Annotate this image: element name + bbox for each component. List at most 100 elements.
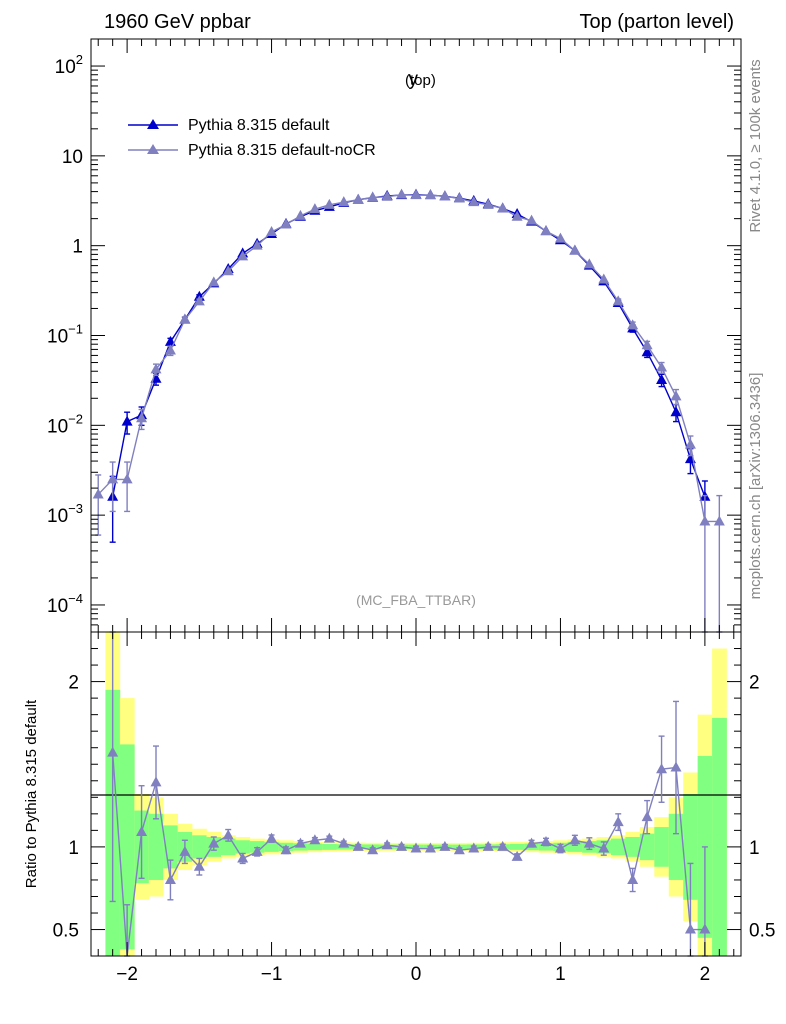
- uncertainty-band-inner: [712, 717, 727, 956]
- ratio-data-point: [482, 840, 494, 851]
- y-tick-label: 102: [55, 52, 83, 78]
- data-point: [424, 189, 436, 200]
- mcplots-label: mcplots.cern.ch [arXiv:1306.3436]: [747, 373, 764, 600]
- ratio-data-point: [396, 840, 408, 851]
- y-tick-label: 10−2: [47, 411, 83, 437]
- ratio-data-point: [367, 844, 379, 855]
- ratio-series-nocr: [107, 631, 711, 957]
- y-tick-label: 10−1: [47, 322, 83, 348]
- data-point: [410, 189, 422, 200]
- header-left: 1960 GeV ppbar: [104, 11, 251, 33]
- series-nocr: [92, 188, 725, 633]
- uncertainty-band-inner: [322, 843, 337, 850]
- data-point: [251, 239, 263, 250]
- ratio-data-point: [641, 811, 653, 822]
- data-point: [453, 192, 465, 203]
- ratio-y-tick-label: 0.5: [53, 921, 79, 942]
- ratio-y-tick-label-right: 2: [749, 673, 760, 694]
- uncertainty-band-inner: [235, 840, 251, 854]
- data-point: [121, 473, 133, 484]
- analysis-watermark: (MC_FBA_TTBAR): [356, 592, 476, 608]
- ratio-data-point: [554, 842, 566, 853]
- data-point: [150, 363, 162, 374]
- data-point: [338, 196, 350, 207]
- uncertainty-band-inner: [192, 835, 207, 859]
- header-right: Top (parton level): [579, 11, 734, 33]
- data-point: [136, 412, 148, 423]
- ratio-data-point: [699, 923, 711, 934]
- ratio-data-point: [656, 763, 668, 774]
- uncertainty-band-inner: [538, 843, 554, 851]
- uncertainty-band-inner: [668, 813, 684, 880]
- data-point: [627, 319, 639, 330]
- x-tick-label: −2: [116, 964, 138, 985]
- data-point: [439, 190, 451, 201]
- ratio-data-point: [309, 834, 321, 845]
- uncertainty-band-inner: [625, 836, 641, 857]
- data-point: [569, 244, 581, 255]
- legend: Pythia 8.315 default Pythia 8.315 defaul…: [128, 117, 376, 159]
- data-point: [641, 346, 653, 357]
- ratio-data-point: [439, 840, 451, 851]
- data-point: [583, 258, 595, 269]
- data-point: [237, 250, 249, 261]
- ratio-data-point: [511, 850, 523, 861]
- data-point: [396, 188, 408, 199]
- ratio-data-point: [684, 923, 696, 934]
- data-point: [208, 276, 220, 287]
- y-tick-label: 10−4: [47, 591, 83, 617]
- ratio-data-point: [598, 842, 610, 853]
- main-plot: 102 10 1 10−1 10−2 10−3 10−4 y (top) (MC_FBA_T…: [47, 38, 742, 633]
- y-tick-label: 1: [72, 237, 83, 258]
- legend-entry-default: Pythia 8.315 default: [128, 117, 330, 134]
- data-point: [352, 193, 364, 204]
- data-point: [107, 473, 119, 484]
- ratio-data-point: [410, 842, 422, 853]
- data-point: [713, 515, 725, 526]
- data-point: [164, 344, 176, 355]
- x-tick-label: 1: [555, 964, 566, 985]
- x-tick-label: 0: [411, 964, 422, 985]
- ratio-data-point: [150, 776, 162, 787]
- data-point: [598, 273, 610, 284]
- ratio-data-point: [222, 829, 234, 840]
- ratio-data-point: [208, 837, 220, 848]
- ratio-data-point: [497, 840, 509, 851]
- x-tick-label: 2: [700, 964, 711, 985]
- data-point: [468, 196, 480, 207]
- data-point: [670, 390, 682, 401]
- plot-title-sub: (top): [405, 72, 436, 89]
- ratio-data-point: [280, 844, 292, 855]
- data-point: [381, 190, 393, 201]
- data-point: [367, 191, 379, 202]
- legend-label-default: Pythia 8.315 default: [188, 117, 330, 134]
- ratio-data-point: [526, 837, 538, 848]
- rivet-version-label: Rivet 4.1.0, ≥ 100k events: [747, 59, 764, 232]
- uncertainty-band-inner: [654, 827, 670, 867]
- ratio-data-point: [266, 832, 278, 843]
- ratio-y-tick-label: 2: [68, 673, 79, 694]
- uncertainty-band-inner: [264, 841, 280, 852]
- uncertainty-band-inner: [611, 838, 626, 856]
- series-line: [97, 193, 720, 523]
- ratio-data-point: [453, 844, 465, 855]
- data-point: [641, 339, 653, 350]
- plot-title: y: [409, 69, 419, 90]
- data-point: [526, 214, 538, 225]
- x-tick-label: −1: [261, 964, 283, 985]
- ratio-data-point: [107, 746, 119, 757]
- ratio-data-point: [251, 845, 263, 856]
- y-tick-label: 10: [62, 147, 83, 168]
- ratio-data-point: [540, 835, 552, 846]
- data-point: [511, 210, 523, 221]
- data-point: [482, 198, 494, 209]
- ratio-y-tick-label: 1: [68, 838, 79, 859]
- ratio-data-point: [338, 837, 350, 848]
- ratio-data-point: [583, 837, 595, 848]
- ratio-data-point: [179, 845, 191, 856]
- ratio-data-point: [569, 834, 581, 845]
- data-point: [497, 202, 509, 213]
- data-point: [656, 373, 668, 384]
- data-point: [266, 226, 278, 237]
